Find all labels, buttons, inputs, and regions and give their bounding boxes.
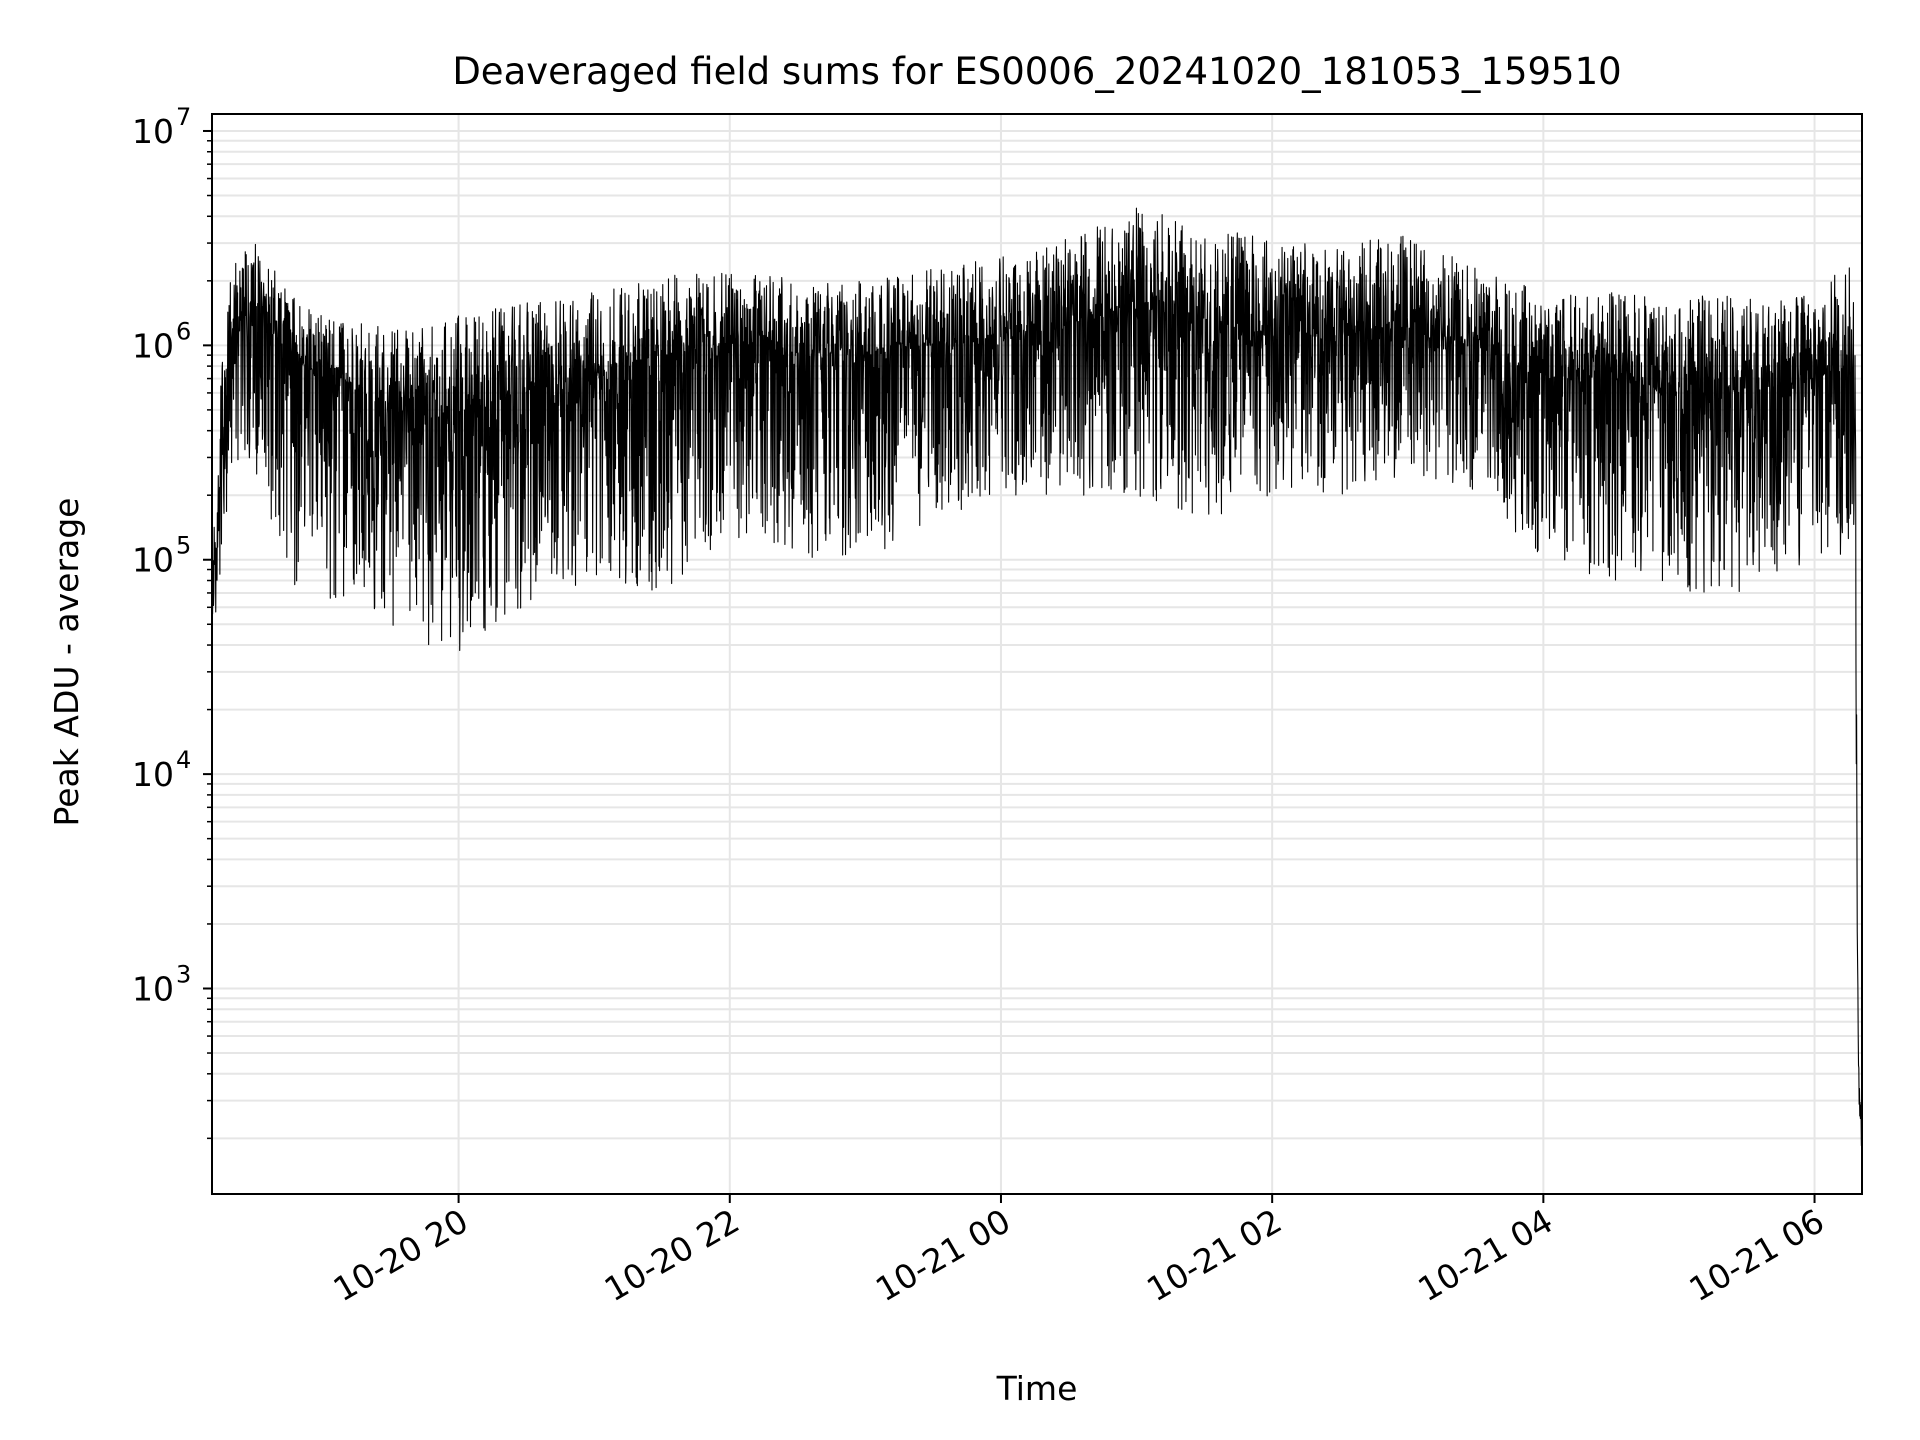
y-tick-label: 10	[132, 755, 174, 794]
plot-frame	[211, 113, 1863, 1195]
x-axis-label: Time	[996, 1369, 1078, 1408]
y-tick-label: 10	[132, 541, 174, 580]
y-tick-label: 10	[132, 326, 174, 365]
y-tick-label: 10	[132, 112, 174, 151]
y-tick-exponent: 5	[176, 532, 191, 560]
y-tick-exponent: 6	[176, 317, 191, 345]
y-axis-label: Peak ADU - average	[47, 498, 86, 827]
y-tick-exponent: 3	[176, 960, 191, 988]
data-series	[211, 207, 1863, 1152]
y-tick-exponent: 7	[176, 103, 191, 131]
y-tick-label: 10	[132, 969, 174, 1008]
y-tick-exponent: 4	[176, 746, 191, 774]
series-line	[211, 207, 1863, 1152]
chart-title: Deaveraged field sums for ES0006_2024102…	[452, 50, 1621, 93]
